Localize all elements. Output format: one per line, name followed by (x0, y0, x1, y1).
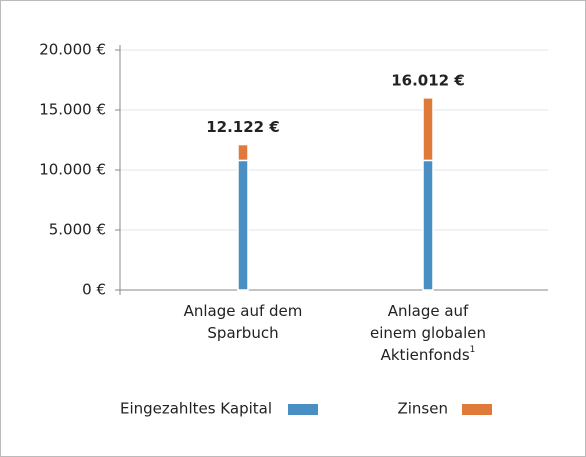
x-tick-line: Aktienfonds (381, 346, 470, 364)
y-tick-label: 10.000 € (39, 161, 106, 179)
x-tick-line: Anlage auf (388, 302, 469, 320)
x-tick-line: Anlage auf dem (184, 302, 303, 320)
legend-swatch (462, 404, 492, 415)
y-tick-label: 0 € (82, 281, 106, 299)
x-tick-label: Anlage auf dem Sparbuch (184, 302, 303, 342)
y-tick-label: 5.000 € (49, 221, 106, 239)
x-tick-line: Sparbuch (207, 324, 278, 342)
legend-label: Zinsen (397, 400, 448, 418)
bar-segment (237, 143, 249, 162)
legend-swatch (288, 404, 318, 415)
total-label: 16.012 € (391, 71, 465, 89)
y-tick-label: 20.000 € (39, 41, 106, 59)
total-label: 12.122 € (206, 118, 280, 136)
footnote-mark: 1 (470, 345, 476, 355)
x-tick-line: einem globalen (370, 324, 486, 342)
x-tick-label: Anlage auf einem globalen Aktienfonds1 (370, 302, 486, 364)
legend-label: Eingezahltes Kapital (120, 400, 272, 418)
y-tick-label: 15.000 € (39, 101, 106, 119)
bar-segment (422, 97, 434, 162)
bar-segment (422, 159, 434, 291)
bar-segment (237, 159, 249, 291)
